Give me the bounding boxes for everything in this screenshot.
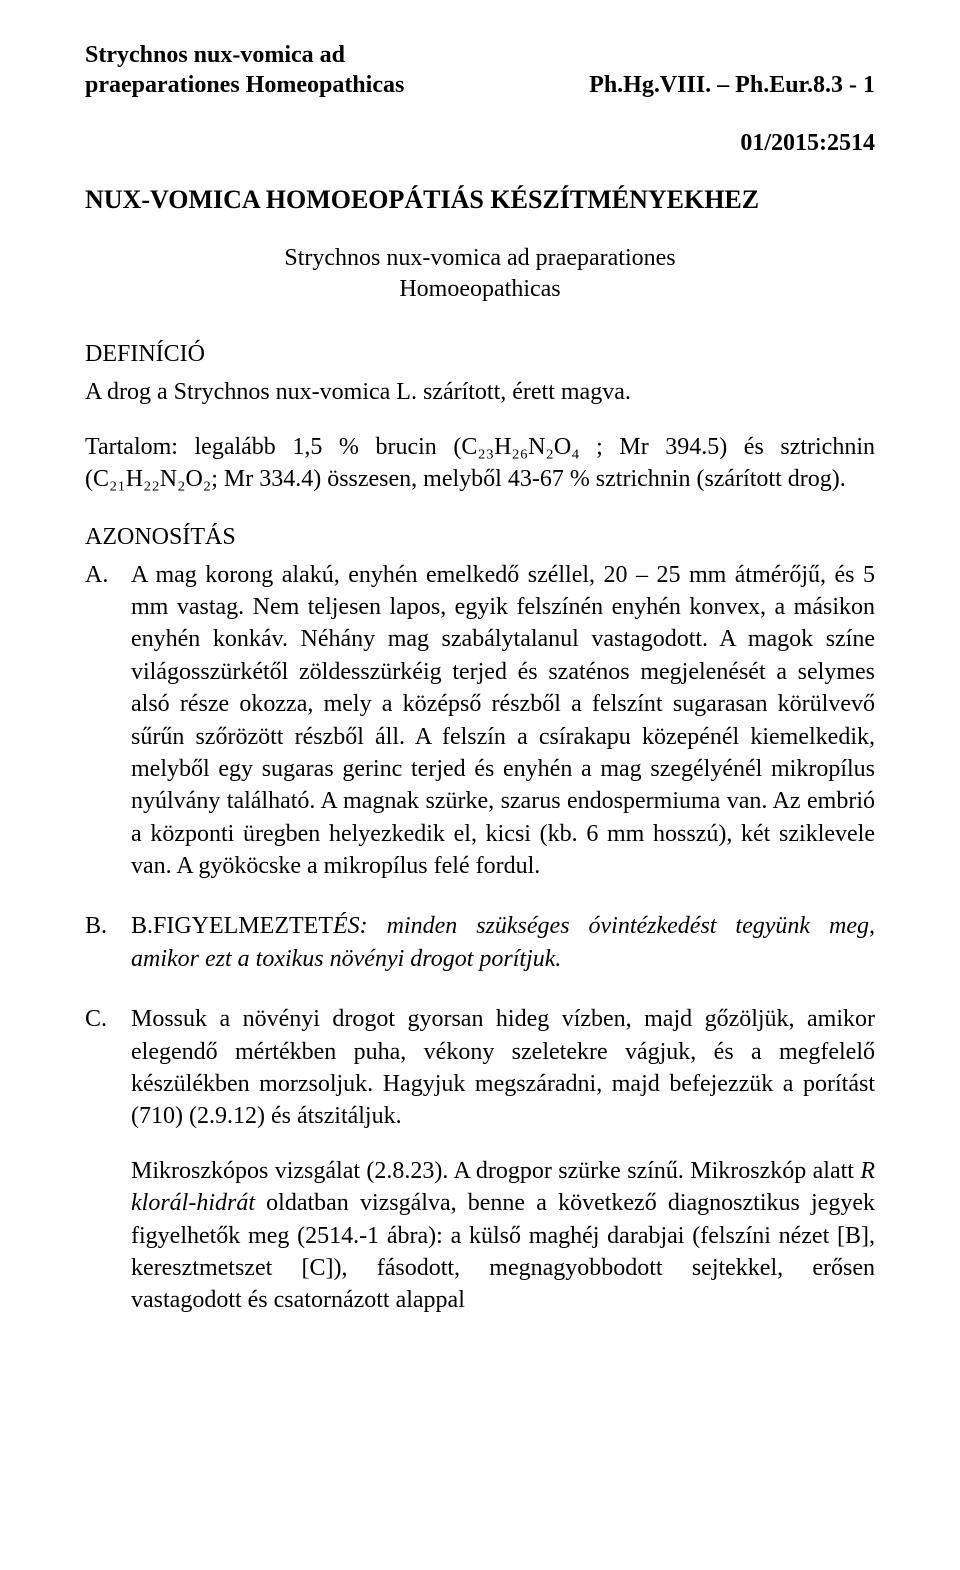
- identification-list: A. A mag korong alakú, enyhén emelkedő s…: [85, 559, 875, 1339]
- c-paragraph-1: Mossuk a növényi drogot gyorsan hideg ví…: [131, 1003, 875, 1133]
- latin-line-2: Homoeopathicas: [85, 274, 875, 305]
- c-par2-part-a: Mikroszkópos vizsgálat (2.8.23). A drogp…: [131, 1158, 860, 1184]
- c-paragraph-2: Mikroszkópos vizsgálat (2.8.23). A drogp…: [131, 1155, 875, 1317]
- warning-prefix: B.FIGYELMEZTET: [131, 913, 333, 939]
- list-item-a: A. A mag korong alakú, enyhén emelkedő s…: [85, 559, 875, 883]
- section-definicio-body: A drog a Strychnos nux-vomica L. száríto…: [85, 376, 875, 408]
- header-left: Strychnos nux-vomica ad praeparationes H…: [85, 40, 404, 100]
- list-body-a: A mag korong alakú, enyhén emelkedő szél…: [131, 559, 875, 883]
- header-left-line1: Strychnos nux-vomica ad: [85, 40, 404, 70]
- page-header: Strychnos nux-vomica ad praeparationes H…: [85, 40, 875, 100]
- header-left-line2: praeparationes Homeopathicas: [85, 70, 404, 100]
- main-title: NUX-VOMICA HOMOEOPÁTIÁS KÉSZÍTMÉNYEKHEZ: [85, 185, 875, 215]
- list-marker-c: C.: [85, 1003, 131, 1339]
- header-right: Ph.Hg.VIII. – Ph.Eur.8.3 - 1: [589, 70, 875, 100]
- document-code: 01/2015:2514: [85, 130, 875, 157]
- section-azonositas-head: AZONOSÍTÁS: [85, 524, 875, 551]
- list-body-b: B.FIGYELMEZTETÉS: minden szükséges óvint…: [131, 910, 875, 975]
- list-marker-a: A.: [85, 559, 131, 883]
- list-marker-b: B.: [85, 910, 131, 975]
- section-definicio-head: DEFINÍCIÓ: [85, 341, 875, 368]
- list-item-c: C. Mossuk a növényi drogot gyorsan hideg…: [85, 1003, 875, 1339]
- latin-subtitle: Strychnos nux-vomica ad praeparationes H…: [85, 243, 875, 305]
- list-item-b: B. B.FIGYELMEZTETÉS: minden szükséges óv…: [85, 910, 875, 975]
- list-body-c: Mossuk a növényi drogot gyorsan hideg ví…: [131, 1003, 875, 1339]
- section-tartalom-body: Tartalom: legalább 1,5 % brucin (C₂₃H₂₆N…: [85, 431, 875, 496]
- latin-line-1: Strychnos nux-vomica ad praeparationes: [85, 243, 875, 274]
